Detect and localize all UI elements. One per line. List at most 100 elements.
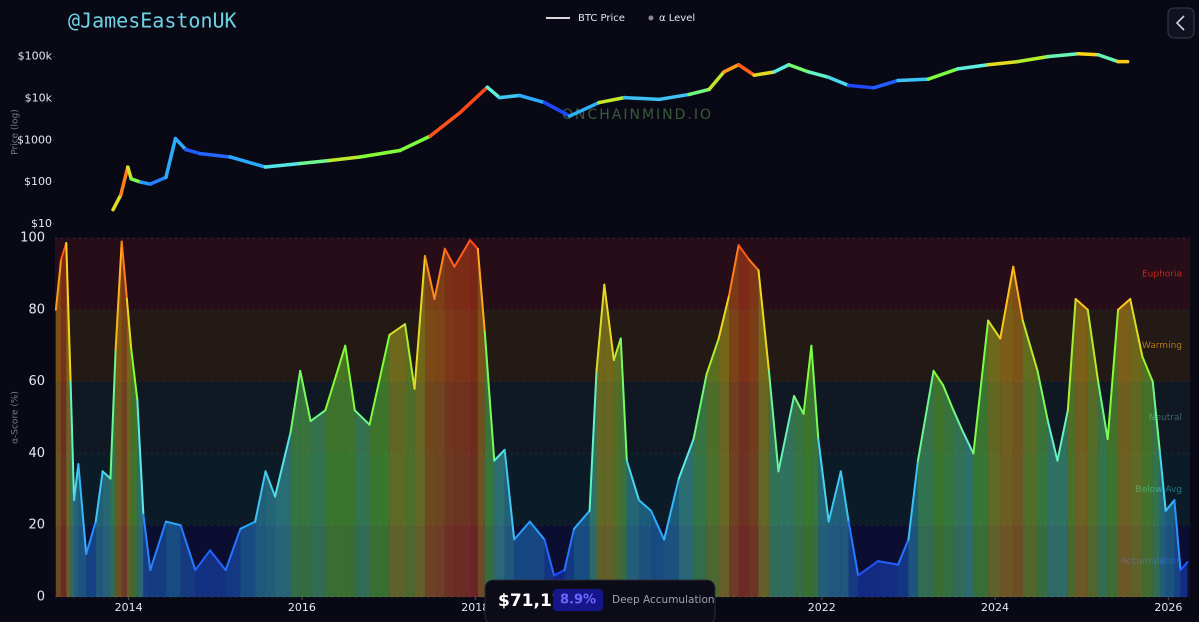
area-segment (693, 374, 707, 597)
zone-label: Neutral (1149, 413, 1182, 423)
line-segment (368, 333, 391, 426)
status-box: $71,171 8.9% Deep Accumulation (484, 579, 716, 622)
line-segment (73, 463, 80, 502)
line-segment (952, 409, 964, 433)
line-segment (1179, 561, 1189, 572)
area-segment (325, 345, 346, 597)
price-segment (228, 155, 268, 169)
line-segment (972, 319, 990, 455)
area-segment (1142, 356, 1153, 597)
area-segment (290, 370, 301, 597)
line-segment (663, 477, 680, 541)
area-segment (66, 243, 71, 597)
line-segment (413, 254, 426, 390)
plots: $10 $100 $1000 $10k $100k Price (log) Euphoria… (11, 13, 1190, 614)
price-segment (1076, 52, 1100, 57)
area-segment (626, 460, 639, 597)
line-segment (543, 538, 556, 577)
line-segment (877, 560, 900, 566)
line-segment (650, 509, 666, 541)
line-segment (553, 569, 566, 577)
x-tick-label: 2016 (288, 601, 316, 614)
zone-label: Euphoria (1142, 269, 1182, 279)
area-segment (345, 345, 355, 597)
line-segment (443, 247, 456, 268)
line-segment (224, 527, 242, 572)
area-segment (953, 410, 963, 597)
area-segment (1165, 500, 1175, 597)
line-segment (839, 470, 850, 523)
x-tick-label: 2014 (115, 601, 143, 614)
back-button[interactable] (1167, 7, 1195, 39)
area-segment (477, 248, 485, 597)
area-segment (778, 395, 795, 597)
line-segment (595, 283, 606, 372)
area-segment (1075, 299, 1088, 597)
area-segment (102, 471, 111, 597)
line-segment (503, 448, 516, 541)
line-segment (810, 344, 820, 441)
line-segment (69, 380, 76, 502)
line-segment (1164, 499, 1176, 512)
area-segment (137, 399, 144, 597)
area-segment (95, 471, 103, 597)
zone-label: Below Avg (1135, 485, 1182, 495)
line-segment (999, 265, 1015, 340)
area-segment (1107, 309, 1119, 597)
line-segment (254, 470, 267, 523)
line-segment (101, 470, 112, 480)
area-segment (596, 284, 605, 597)
line-segment (1158, 448, 1167, 512)
price-segment (687, 87, 711, 97)
area-segment (424, 255, 435, 597)
line-segment (130, 348, 139, 401)
price-segment (872, 78, 900, 90)
area-segment (573, 510, 590, 597)
area-segment (933, 370, 944, 597)
line-segment (309, 409, 327, 423)
line-segment (142, 513, 152, 572)
area-segment (454, 240, 471, 598)
y-tick-label: 20 (28, 518, 45, 533)
area-segment (121, 241, 127, 597)
price-segment (517, 93, 547, 105)
area-segment (405, 324, 415, 597)
y-tick-label: $10k (25, 91, 53, 104)
price-segment (485, 85, 502, 100)
area-segment (61, 243, 67, 597)
price-segment (119, 165, 130, 197)
line-segment (94, 470, 104, 523)
line-segment (1036, 369, 1049, 423)
area-segment (748, 259, 759, 597)
line-segment (453, 239, 472, 268)
line-segment (603, 283, 615, 362)
area-segment (638, 500, 652, 597)
line-segment (563, 527, 575, 572)
area-segment (150, 521, 166, 597)
button-frame[interactable] (1167, 7, 1195, 39)
price-segment (622, 95, 661, 102)
line-segment (1117, 298, 1132, 311)
area-segment (794, 395, 804, 597)
chevron-icon[interactable] (1175, 15, 1185, 31)
line-segment (1056, 409, 1069, 462)
line-segment (194, 549, 212, 572)
price-segment (896, 77, 931, 83)
line-segment (149, 520, 167, 572)
line-segment (1106, 308, 1120, 441)
line-segment (705, 337, 720, 376)
area-segment (973, 320, 989, 597)
line-segment (85, 520, 97, 555)
line-segment (423, 254, 436, 301)
price-segment (736, 63, 756, 77)
area-segment (828, 471, 841, 597)
x-tick-label: 2018 (461, 601, 489, 614)
line-segment (299, 369, 312, 423)
line-segment (136, 398, 145, 516)
price-segment (707, 70, 726, 92)
line-segment (209, 549, 227, 572)
line-segment (916, 369, 935, 462)
price-segment (263, 161, 302, 169)
area-segment (180, 525, 196, 597)
price-segment (398, 134, 432, 153)
